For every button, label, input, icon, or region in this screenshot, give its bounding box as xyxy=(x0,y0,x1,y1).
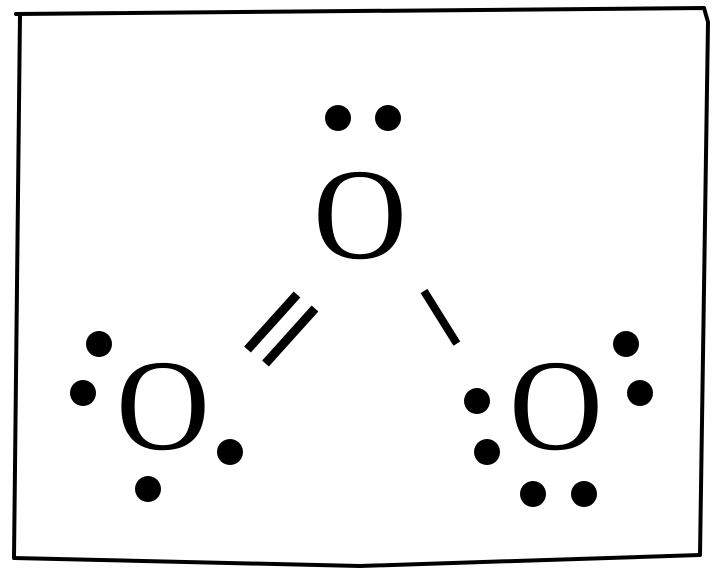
electron-dot xyxy=(464,388,490,414)
electron-dot xyxy=(70,380,96,406)
electron-dot xyxy=(86,331,112,357)
atom-O-top: O xyxy=(313,150,407,280)
atom-O-left: O xyxy=(116,341,210,471)
electron-dot xyxy=(325,105,351,131)
electron-dot xyxy=(613,331,639,357)
electron-dot xyxy=(217,439,243,465)
lewis-structure-canvas: OOO xyxy=(0,0,720,573)
electron-dot xyxy=(571,481,597,507)
electron-dot xyxy=(135,476,161,502)
electron-dot xyxy=(375,105,401,131)
atom-O-right: O xyxy=(509,341,603,471)
electron-dot xyxy=(520,481,546,507)
electron-dot xyxy=(627,380,653,406)
electron-dot xyxy=(474,439,500,465)
